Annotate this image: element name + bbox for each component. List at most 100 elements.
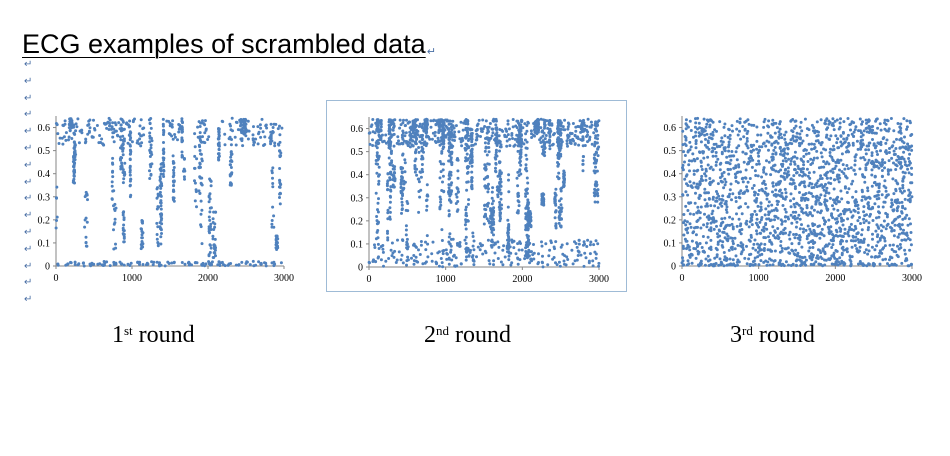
data-point: [211, 221, 215, 224]
data-point: [722, 186, 726, 190]
data-point: [481, 118, 485, 122]
data-point: [581, 169, 585, 173]
data-point: [492, 233, 495, 237]
data-point: [799, 120, 803, 124]
data-point: [140, 220, 144, 224]
data-point: [850, 132, 854, 136]
data-point: [72, 168, 76, 172]
data-point: [517, 248, 521, 252]
data-point: [842, 137, 846, 141]
data-point: [276, 127, 280, 131]
data-point: [771, 181, 775, 185]
data-point: [171, 189, 175, 193]
data-point: [470, 164, 474, 168]
data-point: [805, 204, 809, 207]
data-point: [525, 233, 529, 237]
data-point: [762, 120, 766, 124]
data-point: [838, 168, 841, 172]
data-point: [823, 198, 827, 202]
data-point: [558, 264, 562, 268]
data-point: [197, 189, 201, 193]
data-point: [860, 122, 864, 126]
data-point: [554, 261, 557, 265]
data-point: [114, 242, 117, 246]
data-point: [704, 125, 708, 129]
data-point: [816, 254, 819, 258]
data-point: [441, 265, 445, 269]
data-point: [70, 137, 74, 140]
data-point: [908, 200, 912, 204]
data-point: [858, 216, 861, 219]
scatter-plot-3: 00.10.20.30.40.50.60 1000 2000 3000: [664, 116, 922, 284]
data-point: [229, 182, 233, 185]
data-point: [482, 222, 486, 226]
data-point: [526, 181, 530, 185]
data-point: [782, 149, 786, 153]
data-point: [412, 262, 416, 266]
data-point: [128, 158, 132, 162]
data-point: [465, 250, 469, 254]
data-point: [149, 136, 153, 140]
data-point: [389, 170, 393, 174]
data-point: [762, 247, 766, 250]
data-point: [543, 150, 547, 154]
data-point: [159, 168, 163, 172]
y-tick-label: 0.2: [38, 215, 51, 226]
data-point: [693, 201, 697, 205]
data-point: [495, 128, 499, 132]
data-point: [560, 217, 563, 221]
data-point: [525, 176, 529, 180]
data-point: [716, 240, 720, 244]
data-point: [498, 172, 502, 176]
data-point: [750, 165, 754, 169]
data-point: [791, 130, 795, 134]
data-point: [126, 141, 130, 145]
data-point: [707, 147, 711, 151]
data-point: [121, 134, 125, 138]
data-point: [711, 146, 715, 150]
data-point: [728, 162, 732, 166]
data-point: [908, 152, 912, 156]
data-point: [377, 165, 381, 169]
data-point: [519, 144, 523, 148]
data-point: [454, 124, 458, 128]
data-point: [730, 222, 734, 226]
data-point: [391, 178, 395, 182]
data-point: [711, 179, 715, 183]
data-point: [198, 125, 202, 128]
data-point: [711, 133, 715, 137]
data-point: [391, 167, 395, 171]
data-point: [850, 215, 854, 219]
data-point: [748, 177, 752, 180]
data-point: [158, 178, 162, 182]
data-point: [440, 228, 444, 232]
data-point: [757, 154, 761, 158]
x-tick-label: 2000: [512, 274, 532, 285]
data-point: [892, 153, 896, 156]
data-point: [195, 261, 199, 265]
data-point: [862, 195, 866, 199]
data-point: [442, 145, 445, 149]
data-point: [805, 127, 809, 131]
data-point: [455, 242, 459, 245]
data-point: [491, 240, 494, 244]
data-point: [467, 145, 471, 149]
data-point: [403, 158, 407, 162]
data-point: [111, 175, 115, 179]
y-tick-label: 0.6: [664, 123, 677, 134]
data-point: [703, 172, 707, 176]
data-point: [148, 177, 152, 180]
data-point: [402, 182, 406, 186]
data-point: [483, 163, 487, 167]
data-point: [546, 126, 550, 130]
data-point: [573, 142, 577, 146]
data-point: [148, 148, 152, 152]
data-point: [213, 237, 217, 241]
data-point: [866, 186, 870, 190]
data-point: [448, 150, 451, 154]
data-point: [371, 118, 375, 121]
data-point: [545, 140, 549, 144]
data-point: [492, 220, 496, 224]
data-point: [533, 123, 537, 127]
data-point: [843, 227, 847, 231]
